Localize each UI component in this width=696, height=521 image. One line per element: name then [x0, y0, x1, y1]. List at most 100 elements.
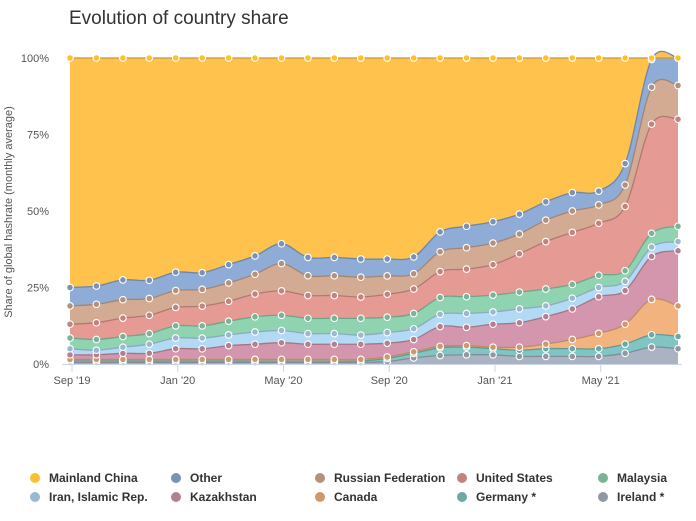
- point-mainland-china[interactable]: [277, 54, 286, 62]
- point-malaysia[interactable]: [489, 291, 497, 299]
- point-mainland-china[interactable]: [145, 54, 154, 62]
- point-canada[interactable]: [594, 329, 603, 338]
- point-united-states[interactable]: [462, 265, 471, 273]
- point-canada[interactable]: [383, 353, 392, 361]
- point-ireland[interactable]: [674, 344, 682, 353]
- point-other[interactable]: [568, 188, 577, 197]
- point-other[interactable]: [171, 268, 180, 277]
- point-kazakhstan[interactable]: [647, 252, 656, 261]
- legend-item-malaysia[interactable]: Malaysia: [598, 471, 667, 485]
- point-malaysia[interactable]: [304, 314, 312, 323]
- point-united-states[interactable]: [541, 237, 550, 246]
- point-germany[interactable]: [674, 332, 682, 341]
- point-russian-federation[interactable]: [515, 230, 524, 238]
- point-other[interactable]: [462, 222, 471, 231]
- point-ireland[interactable]: [515, 352, 524, 361]
- point-other[interactable]: [251, 252, 259, 260]
- point-other[interactable]: [224, 260, 233, 269]
- point-united-states[interactable]: [224, 297, 233, 306]
- point-mainland-china[interactable]: [198, 54, 207, 62]
- point-iran-islamic-rep[interactable]: [304, 329, 312, 338]
- point-malaysia[interactable]: [224, 317, 233, 326]
- point-russian-federation[interactable]: [171, 286, 180, 295]
- point-ireland[interactable]: [462, 350, 471, 359]
- legend-item-united-states[interactable]: United States: [457, 471, 553, 485]
- point-united-states[interactable]: [356, 293, 365, 301]
- point-malaysia[interactable]: [171, 321, 180, 330]
- legend-item-kazakhstan[interactable]: Kazakhstan: [171, 490, 257, 504]
- point-mainland-china[interactable]: [462, 54, 471, 62]
- point-iran-islamic-rep[interactable]: [647, 243, 656, 251]
- point-russian-federation[interactable]: [674, 81, 682, 90]
- point-iran-islamic-rep[interactable]: [621, 277, 629, 286]
- point-russian-federation[interactable]: [594, 201, 603, 209]
- point-iran-islamic-rep[interactable]: [383, 328, 392, 337]
- point-canada[interactable]: [277, 355, 286, 364]
- point-malaysia[interactable]: [515, 288, 524, 296]
- point-ireland[interactable]: [541, 352, 550, 361]
- point-other[interactable]: [277, 239, 286, 248]
- point-kazakhstan[interactable]: [541, 312, 550, 321]
- point-kazakhstan[interactable]: [224, 341, 233, 350]
- point-united-states[interactable]: [436, 267, 444, 276]
- point-kazakhstan[interactable]: [145, 349, 154, 358]
- point-ireland[interactable]: [647, 343, 656, 351]
- point-united-states[interactable]: [383, 290, 392, 299]
- point-other[interactable]: [330, 253, 339, 262]
- point-canada[interactable]: [330, 355, 339, 364]
- point-united-states[interactable]: [489, 260, 497, 269]
- point-kazakhstan[interactable]: [409, 335, 418, 344]
- point-other[interactable]: [119, 276, 127, 284]
- point-united-states[interactable]: [277, 287, 286, 295]
- point-other[interactable]: [145, 276, 154, 285]
- point-mainland-china[interactable]: [356, 54, 365, 62]
- point-mainland-china[interactable]: [224, 54, 233, 62]
- point-iran-islamic-rep[interactable]: [277, 326, 286, 335]
- point-united-states[interactable]: [251, 290, 259, 298]
- point-iran-islamic-rep[interactable]: [436, 310, 444, 319]
- point-malaysia[interactable]: [383, 313, 392, 322]
- point-mainland-china[interactable]: [383, 54, 392, 62]
- point-mainland-china[interactable]: [66, 54, 74, 62]
- point-other[interactable]: [409, 253, 418, 261]
- point-iran-islamic-rep[interactable]: [171, 334, 180, 342]
- point-canada[interactable]: [251, 355, 259, 364]
- point-mainland-china[interactable]: [251, 54, 259, 62]
- point-iran-islamic-rep[interactable]: [409, 324, 418, 333]
- point-russian-federation[interactable]: [409, 269, 418, 278]
- point-germany[interactable]: [621, 340, 629, 348]
- point-iran-islamic-rep[interactable]: [224, 331, 233, 339]
- point-iran-islamic-rep[interactable]: [515, 305, 524, 313]
- point-mainland-china[interactable]: [304, 54, 312, 62]
- point-iran-islamic-rep[interactable]: [198, 334, 207, 342]
- point-canada[interactable]: [356, 355, 365, 364]
- point-canada[interactable]: [409, 347, 418, 356]
- point-united-states[interactable]: [515, 249, 524, 258]
- point-united-states[interactable]: [66, 320, 74, 329]
- point-malaysia[interactable]: [119, 332, 127, 341]
- legend-item-ireland[interactable]: Ireland *: [598, 490, 665, 504]
- point-canada[interactable]: [541, 340, 550, 348]
- point-iran-islamic-rep[interactable]: [251, 328, 259, 336]
- point-mainland-china[interactable]: [330, 54, 339, 62]
- point-malaysia[interactable]: [145, 329, 154, 338]
- point-mainland-china[interactable]: [674, 54, 682, 62]
- point-canada[interactable]: [436, 342, 444, 351]
- point-russian-federation[interactable]: [356, 273, 365, 282]
- point-malaysia[interactable]: [277, 311, 286, 320]
- point-kazakhstan[interactable]: [198, 344, 207, 353]
- legend-item-russian-federation[interactable]: Russian Federation: [315, 471, 445, 485]
- point-russian-federation[interactable]: [568, 207, 577, 215]
- point-malaysia[interactable]: [251, 312, 259, 321]
- point-united-states[interactable]: [119, 314, 127, 322]
- point-united-states[interactable]: [330, 291, 339, 300]
- point-united-states[interactable]: [92, 318, 101, 327]
- point-united-states[interactable]: [171, 303, 180, 312]
- point-mainland-china[interactable]: [171, 54, 180, 62]
- point-ireland[interactable]: [568, 352, 577, 361]
- point-malaysia[interactable]: [330, 314, 339, 323]
- point-other[interactable]: [489, 217, 497, 226]
- point-iran-islamic-rep[interactable]: [66, 344, 74, 353]
- point-mainland-china[interactable]: [541, 54, 550, 62]
- point-iran-islamic-rep[interactable]: [462, 309, 471, 318]
